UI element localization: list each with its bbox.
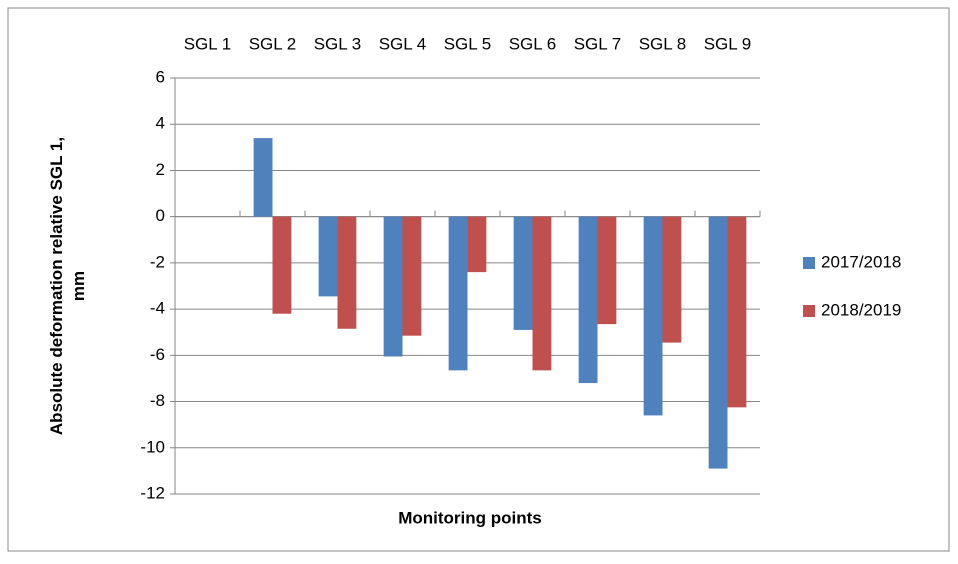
- bar: [467, 216, 487, 273]
- y-tick-label: -2: [150, 252, 165, 271]
- x-tick-label: SGL 6: [509, 34, 557, 53]
- bar: [643, 216, 663, 416]
- bar: [383, 216, 403, 357]
- bar: [708, 216, 728, 469]
- x-axis-title: Monitoring points: [398, 508, 542, 527]
- bar: [318, 216, 338, 297]
- bar: [727, 216, 747, 408]
- y-tick-label: 2: [156, 160, 165, 179]
- y-axis-title-line: mm: [69, 271, 88, 301]
- bar: [448, 216, 468, 371]
- y-tick-label: 4: [156, 114, 165, 133]
- y-tick-label: -12: [140, 483, 165, 502]
- bar: [272, 216, 292, 314]
- y-tick-label: -10: [140, 437, 165, 456]
- x-tick-label: SGL 9: [704, 34, 752, 53]
- x-tick-label: SGL 7: [574, 34, 622, 53]
- y-tick-label: -4: [150, 299, 165, 318]
- bar: [513, 216, 533, 330]
- chart-border: [7, 7, 950, 552]
- bar: [253, 138, 273, 217]
- y-tick-label: -8: [150, 391, 165, 410]
- x-tick-label: SGL 8: [639, 34, 687, 53]
- x-tick-label: SGL 1: [184, 34, 232, 53]
- x-tick-label: SGL 4: [379, 34, 427, 53]
- y-axis-title: Absolute deformation relative SGL 1, mm: [47, 137, 88, 435]
- legend-swatch: [803, 257, 815, 269]
- y-tick-label: -6: [150, 345, 165, 364]
- y-tick-label: 0: [156, 206, 165, 225]
- y-tick-label: 6: [156, 67, 165, 86]
- legend-swatch: [803, 305, 815, 317]
- bar: [532, 216, 552, 371]
- x-tick-label: SGL 3: [314, 34, 362, 53]
- bar: [402, 216, 422, 336]
- x-tick-label: SGL 2: [249, 34, 297, 53]
- y-axis-title-line: Absolute deformation relative SGL 1,: [47, 137, 66, 435]
- bar: [662, 216, 682, 343]
- bar: [337, 216, 357, 329]
- bar: [578, 216, 598, 384]
- legend-label: 2017/2018: [821, 252, 901, 271]
- x-tick-label: SGL 5: [444, 34, 492, 53]
- bar: [597, 216, 617, 325]
- legend-label: 2018/2019: [821, 300, 901, 319]
